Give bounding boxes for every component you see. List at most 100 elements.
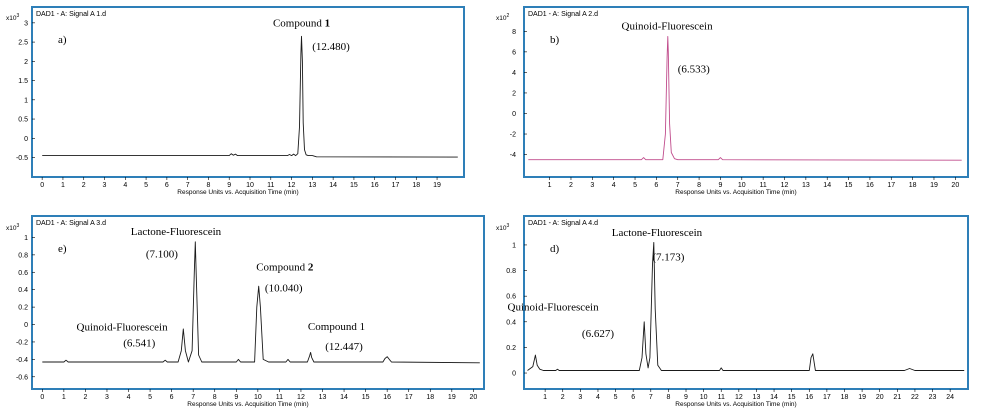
y-tick-label: 4 — [512, 70, 516, 77]
x-tick-label: 0 — [40, 182, 44, 189]
x-tick-label: 14 — [823, 182, 831, 189]
chart-header: DAD1 - A: Signal A 2.d — [528, 11, 598, 18]
y-tick-label: 0.2 — [506, 345, 516, 352]
chart-frame — [523, 215, 969, 390]
x-tick-label: 4 — [612, 182, 616, 189]
x-tick-label: 9 — [227, 182, 231, 189]
x-tick-label: 6 — [170, 394, 174, 401]
x-tick-label: 10 — [254, 394, 262, 401]
x-tick-label: 1 — [548, 182, 552, 189]
x-tick-label: 1 — [61, 182, 65, 189]
x-tick-label: 5 — [633, 182, 637, 189]
x-tick-label: 16 — [383, 394, 391, 401]
y-tick-label: -0.5 — [16, 155, 28, 162]
x-tick-label: 13 — [753, 394, 761, 401]
x-axis-label: Response Units vs. Acquisition Time (min… — [675, 401, 796, 408]
chart-svg: DAD1 - A: Signal A 3.d x103 e) -0.6 -0.4 -0.2… — [6, 215, 485, 408]
x-tick-label: 3 — [105, 394, 109, 401]
x-tick-label: 7 — [186, 182, 190, 189]
x-tick-label: 16 — [866, 182, 874, 189]
peak-annotation: (12.447) — [325, 341, 363, 353]
y-tick-label: 2 — [512, 90, 516, 97]
x-tick-label: 11 — [267, 182, 274, 189]
x-tick-label: 22 — [911, 394, 919, 401]
x-tick-label: 17 — [392, 182, 400, 189]
chart-frame — [31, 6, 465, 178]
y-tick-label: 0 — [24, 322, 28, 329]
y-tick-label: -0.6 — [16, 374, 28, 381]
x-tick-label: 6 — [631, 394, 635, 401]
y-tick-label: 1 — [512, 242, 516, 249]
x-tick-label: 15 — [350, 182, 358, 189]
x-tick-label: 18 — [909, 182, 917, 189]
y-tick-label: 0 — [512, 111, 516, 118]
y-unit-label: x103 — [6, 13, 19, 22]
x-tick-label: 6 — [165, 182, 169, 189]
x-tick-label: 23 — [929, 394, 937, 401]
y-tick-label: 0.6 — [506, 294, 516, 301]
y-tick-label: 0.8 — [18, 252, 28, 259]
x-tick-label: 3 — [590, 182, 594, 189]
x-tick-label: 6 — [654, 182, 658, 189]
peak-annotation: Quinoid-Fluorescein — [508, 301, 600, 313]
chart-svg: DAD1 - A: Signal A 1.d x103 a) -0.5 0 0.5 1 1.5… — [6, 6, 465, 196]
x-tick-label: 19 — [930, 182, 938, 189]
x-tick-label: 13 — [319, 394, 327, 401]
y-tick-label: 0.6 — [18, 270, 28, 277]
x-axis-label: Response Units vs. Acquisition Time (min… — [675, 189, 796, 196]
chromatogram-trace — [42, 35, 458, 158]
y-tick-label: 6 — [512, 49, 516, 56]
y-tick-label: 0.4 — [506, 319, 516, 326]
x-tick-label: 3 — [103, 182, 107, 189]
x-tick-label: 5 — [148, 394, 152, 401]
peak-annotation: (6.533) — [678, 63, 710, 75]
y-tick-label: 0.8 — [506, 268, 516, 275]
x-tick-label: 18 — [412, 182, 420, 189]
chart-frame — [31, 215, 485, 390]
x-axis-label: Response Units vs. Acquisition Time (min… — [187, 401, 308, 408]
y-tick-label: -0.4 — [16, 357, 28, 364]
chart-frame — [523, 6, 969, 178]
x-tick-label: 0 — [40, 394, 44, 401]
x-tick-label: 9 — [684, 394, 688, 401]
chromatogram-trace — [527, 241, 965, 371]
x-tick-label: 8 — [697, 182, 701, 189]
x-tick-label: 4 — [127, 394, 131, 401]
y-tick-label: 0 — [24, 136, 28, 143]
y-unit-label: x102 — [496, 13, 509, 22]
y-tick-label: 0.2 — [18, 305, 28, 312]
x-tick-label: 7 — [649, 394, 653, 401]
x-tick-label: 13 — [308, 182, 316, 189]
panel-label: e) — [58, 243, 67, 255]
x-tick-label: 10 — [738, 182, 746, 189]
peak-annotation: (6.541) — [123, 337, 155, 349]
chart-a: DAD1 - A: Signal A 1.d x103 a) -0.5 0 0.5 1 1.5… — [0, 5, 466, 197]
peak-annotation: (6.627) — [582, 328, 614, 340]
chart-svg: DAD1 - A: Signal A 4.d x103 d) 0 0.2 0.4 0.6 0.… — [496, 215, 969, 408]
x-tick-label: 17 — [823, 394, 831, 401]
x-tick-label: 15 — [845, 182, 853, 189]
x-tick-label: 15 — [788, 394, 796, 401]
y-tick-label: 8 — [512, 29, 516, 36]
y-tick-label: 0 — [512, 371, 516, 378]
x-tick-label: 19 — [858, 394, 866, 401]
peak-annotation: (7.100) — [146, 248, 178, 260]
x-tick-label: 16 — [371, 182, 379, 189]
x-tick-label: 8 — [213, 394, 217, 401]
x-tick-label: 20 — [951, 182, 959, 189]
x-tick-label: 24 — [946, 394, 954, 401]
y-tick-label: -0.2 — [16, 339, 28, 346]
peak-annotation: (10.040) — [265, 282, 303, 294]
x-tick-label: 8 — [206, 182, 210, 189]
y-unit-label: x103 — [6, 223, 19, 232]
x-tick-label: 20 — [876, 394, 884, 401]
x-tick-label: 14 — [329, 182, 337, 189]
x-tick-label: 7 — [191, 394, 195, 401]
x-tick-label: 11 — [276, 394, 283, 401]
chart-b: DAD1 - A: Signal A 2.d x102 b) -4 -2 0 2 4 6 8 1 2 3… — [496, 5, 970, 197]
y-tick-label: 1 — [24, 97, 28, 104]
chart-header: DAD1 - A: Signal A 3.d — [36, 220, 106, 227]
peak-annotation: Quinoid-Fluorescein — [77, 322, 169, 334]
x-tick-label: 13 — [802, 182, 810, 189]
